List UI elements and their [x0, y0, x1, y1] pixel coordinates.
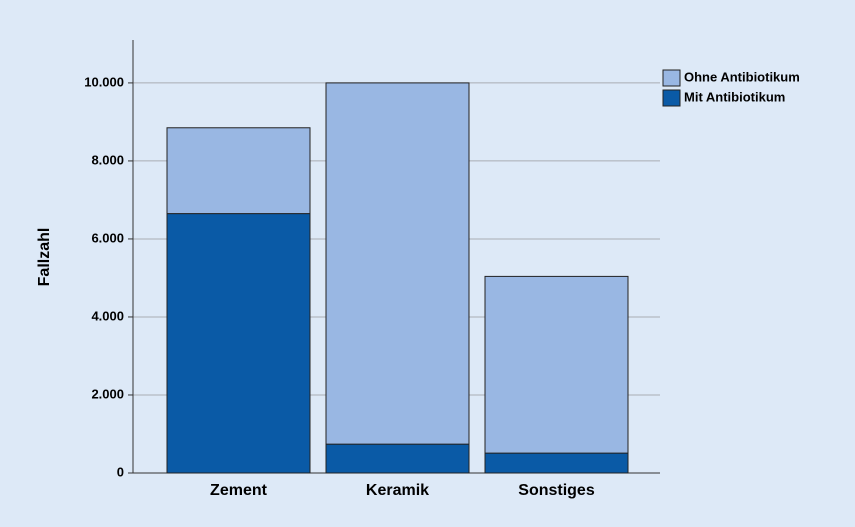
legend-label: Ohne Antibiotikum	[684, 69, 800, 84]
bar-segment	[484, 452, 629, 474]
x-tick-label: Keramik	[366, 482, 429, 499]
x-tick-label: Sonstiges	[518, 482, 595, 499]
y-tick-label: 0	[117, 464, 124, 479]
bar-segment	[166, 127, 311, 215]
x-tick-label: Zement	[210, 482, 268, 499]
bar-segment	[484, 275, 629, 454]
bar-segment	[166, 213, 311, 474]
legend-swatch	[662, 89, 681, 107]
y-axis-label: Fallzahl	[36, 228, 53, 287]
legend-swatch	[662, 69, 681, 87]
y-tick-label: 6.000	[91, 230, 124, 245]
y-tick-label: 4.000	[91, 308, 124, 323]
y-tick-label: 2.000	[91, 386, 124, 401]
bar-segment	[325, 82, 470, 445]
y-tick-label: 8.000	[91, 152, 124, 167]
bar-segment	[325, 443, 470, 474]
legend-label: Mit Antibiotikum	[684, 89, 785, 104]
y-tick-label: 10.000	[84, 74, 124, 89]
